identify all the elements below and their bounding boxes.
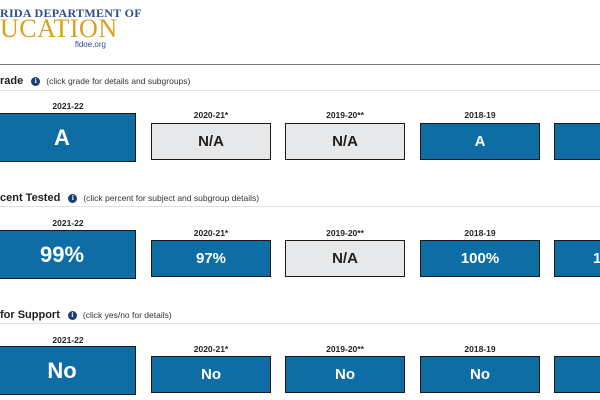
percent-tested-cut-off-button[interactable]: 1 (554, 240, 600, 277)
section-title-percent-tested: cent Tested i (click percent for subject… (0, 192, 259, 204)
section-divider (0, 90, 600, 91)
section-title-support: for Support i (click yes/no for details) (0, 309, 172, 321)
percent-tested-2018-19-button[interactable]: 100% (420, 240, 540, 277)
year-label: 2021-22 (52, 335, 84, 345)
info-icon[interactable]: i (67, 310, 77, 320)
year-label: 2020-21* (193, 344, 229, 354)
section-heading: for Support (0, 309, 60, 321)
logo-domain-text: fldoe.org (74, 40, 106, 49)
section-note: (click yes/no for details) (82, 310, 172, 320)
header-divider (0, 64, 600, 65)
grade-2019-20-box: N/A (285, 123, 405, 160)
section-divider (0, 206, 600, 207)
logo-education-text: UCATION (0, 14, 118, 43)
year-label: 2020-21* (193, 110, 229, 120)
grade-2021-22-button[interactable]: A (0, 113, 136, 162)
section-divider (0, 323, 600, 324)
year-label: 2021-22 (52, 218, 84, 228)
section-note: (click percent for subject and subgroup … (83, 193, 260, 203)
section-title-grade: rade i (click grade for details and subg… (0, 75, 190, 87)
grade-2020-21-box: N/A (151, 123, 271, 160)
fldoe-logo: RIDA DEPARTMENT OF UCATION fldoe.org (0, 0, 142, 52)
percent-tested-2019-20-box: N/A (285, 240, 405, 277)
support-2018-19-button[interactable]: No (420, 356, 540, 393)
info-icon[interactable]: i (68, 193, 78, 203)
support-cut-off-button[interactable] (554, 356, 600, 393)
support-2021-22-button[interactable]: No (0, 346, 136, 395)
year-label: 2018-19 (464, 228, 496, 238)
year-label: 2019-20** (326, 110, 364, 120)
logo-department-text: RIDA DEPARTMENT OF (0, 6, 142, 20)
year-label: 2018-19 (464, 344, 496, 354)
year-label: 2020-21* (193, 228, 229, 238)
year-label: 2019-20** (326, 228, 364, 238)
section-note: (click grade for details and subgroups) (46, 76, 191, 86)
percent-tested-2021-22-button[interactable]: 99% (0, 230, 136, 279)
year-label: 2019-20** (326, 344, 364, 354)
year-label: 2021-22 (52, 101, 84, 111)
section-heading: cent Tested (0, 192, 61, 204)
grade-2018-19-button[interactable]: A (420, 123, 540, 160)
section-heading: rade (0, 75, 24, 87)
support-2020-21-button[interactable]: No (151, 356, 271, 393)
year-label: 2018-19 (464, 110, 496, 120)
info-icon[interactable]: i (31, 76, 41, 86)
percent-tested-2020-21-button[interactable]: 97% (151, 240, 271, 277)
grade-cut-off-button[interactable] (554, 123, 600, 160)
support-2019-20-button[interactable]: No (285, 356, 405, 393)
